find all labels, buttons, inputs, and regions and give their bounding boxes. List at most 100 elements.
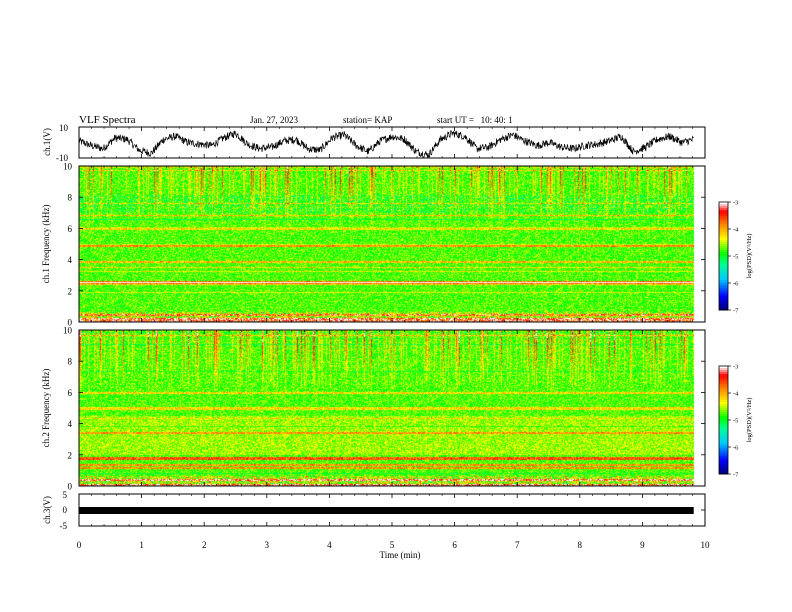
ch1-colorbar: -3 -4 -5 -6 -7 log(PSD)(V²/Hz) bbox=[718, 200, 753, 315]
time-tick-label: 4 bbox=[327, 540, 332, 550]
colorbar-swatch bbox=[719, 450, 728, 453]
colorbar-swatch bbox=[719, 376, 728, 379]
colorbar-swatch bbox=[719, 426, 728, 429]
ch1-colorbar-label: log(PSD)(V²/Hz) bbox=[746, 234, 753, 279]
colorbar-swatch bbox=[719, 282, 728, 285]
colorbar-swatch bbox=[719, 472, 728, 475]
colorbar-swatch bbox=[719, 394, 728, 397]
ch2-colorbar-label: log(PSD)(V²/Hz) bbox=[746, 398, 753, 443]
colorbar-swatch bbox=[719, 244, 728, 247]
colorbar-swatch bbox=[719, 400, 728, 403]
colorbar-swatch bbox=[719, 396, 728, 399]
colorbar-swatch bbox=[719, 224, 728, 227]
colorbar-swatch bbox=[719, 204, 728, 207]
colorbar-swatch bbox=[719, 250, 728, 253]
colorbar-swatch bbox=[719, 368, 728, 371]
colorbar-swatch bbox=[719, 256, 728, 259]
ch3-ylabel: ch.3(V) bbox=[42, 496, 52, 524]
colorbar-swatch bbox=[719, 248, 728, 251]
colorbar-swatch bbox=[719, 290, 728, 293]
colorbar-swatch bbox=[719, 284, 728, 287]
colorbar-swatch bbox=[719, 448, 728, 451]
colorbar-swatch bbox=[719, 456, 728, 459]
ch2-colorbar-gradient bbox=[719, 366, 728, 475]
frequency-tick-label: 10 bbox=[63, 162, 73, 172]
colorbar-swatch bbox=[719, 238, 728, 241]
ch2-ylabel-channel: ch.2 Frequency (kHz) bbox=[41, 369, 51, 448]
frequency-tick-label: 6 bbox=[68, 388, 73, 398]
ch1-spectrogram-ticks bbox=[78, 165, 706, 323]
colorbar-swatch bbox=[719, 302, 728, 305]
colorbar-swatch bbox=[719, 432, 728, 435]
ch3-ytick-bottom: -5 bbox=[60, 521, 68, 531]
colorbar-swatch bbox=[719, 286, 728, 289]
ch3-ytick-mid: 0 bbox=[63, 505, 68, 515]
colorbar-tick-label: -7 bbox=[733, 472, 739, 479]
colorbar-swatch bbox=[719, 208, 728, 211]
colorbar-swatch bbox=[719, 304, 728, 307]
colorbar-swatch bbox=[719, 386, 728, 389]
colorbar-swatch bbox=[719, 436, 728, 439]
ch3-ytick-top: 5 bbox=[63, 490, 68, 500]
colorbar-swatch bbox=[719, 414, 728, 417]
colorbar-tick-label: -4 bbox=[733, 391, 739, 398]
ch1-ytick-bottom: -10 bbox=[56, 153, 68, 163]
colorbar-swatch bbox=[719, 268, 728, 271]
frequency-tick-label: 2 bbox=[68, 450, 73, 460]
colorbar-swatch bbox=[719, 410, 728, 413]
ch1-spectrogram-panel: 0 2 4 6 8 10 ch.1 Frequency (kHz) bbox=[41, 162, 706, 328]
ch1-spectrogram-image bbox=[79, 166, 705, 322]
ch1-colorbar-gradient bbox=[719, 202, 728, 311]
frequency-tick-label: 6 bbox=[68, 224, 73, 234]
frequency-tick-label: 8 bbox=[68, 357, 73, 367]
time-tick-label: 10 bbox=[701, 540, 711, 550]
colorbar-swatch bbox=[719, 458, 728, 461]
frequency-tick-label: 4 bbox=[68, 419, 73, 429]
ch1-waveform-trace bbox=[78, 129, 694, 159]
colorbar-swatch bbox=[719, 378, 728, 381]
colorbar-swatch bbox=[719, 218, 728, 221]
colorbar-tick-label: -3 bbox=[733, 364, 738, 371]
colorbar-swatch bbox=[719, 454, 728, 457]
colorbar-swatch bbox=[719, 258, 728, 261]
colorbar-swatch bbox=[719, 262, 728, 265]
colorbar-swatch bbox=[719, 266, 728, 269]
colorbar-swatch bbox=[719, 466, 728, 469]
colorbar-swatch bbox=[719, 288, 728, 291]
ch2-spectrogram-ticks bbox=[78, 329, 706, 487]
colorbar-swatch bbox=[719, 264, 728, 267]
colorbar-swatch bbox=[719, 406, 728, 409]
colorbar-swatch bbox=[719, 428, 728, 431]
colorbar-tick-label: -3 bbox=[733, 200, 738, 207]
colorbar-swatch bbox=[719, 438, 728, 441]
colorbar-swatch bbox=[719, 464, 728, 467]
frequency-tick-label: 8 bbox=[68, 193, 73, 203]
colorbar-swatch bbox=[719, 296, 728, 299]
time-tick-label: 8 bbox=[578, 540, 583, 550]
colorbar-swatch bbox=[719, 222, 728, 225]
colorbar-swatch bbox=[719, 370, 728, 373]
colorbar-swatch bbox=[719, 388, 728, 391]
colorbar-swatch bbox=[719, 460, 728, 463]
ch3-waveform-ticks bbox=[78, 493, 706, 527]
ch2-spectrogram-ylabel: ch.2 Frequency (kHz) bbox=[41, 369, 51, 448]
colorbar-swatch bbox=[719, 300, 728, 303]
colorbar-swatch bbox=[719, 292, 728, 295]
colorbar-swatch bbox=[719, 412, 728, 415]
ch2-spectrogram-panel: 0 2 4 6 8 10 ch.2 Frequency (kHz) bbox=[41, 326, 706, 492]
figure-title: VLF Spectra bbox=[79, 114, 136, 126]
colorbar-swatch bbox=[719, 444, 728, 447]
colorbar-swatch bbox=[719, 446, 728, 449]
ch1-ylabel: ch.1(V) bbox=[42, 128, 52, 156]
colorbar-swatch bbox=[719, 380, 728, 383]
colorbar-swatch bbox=[719, 240, 728, 243]
time-tick-label: 5 bbox=[390, 540, 395, 550]
colorbar-swatch bbox=[719, 234, 728, 237]
colorbar-swatch bbox=[719, 398, 728, 401]
ch2-colorbar: -3 -4 -5 -6 -7 log(PSD)(V²/Hz) bbox=[718, 364, 753, 479]
colorbar-swatch bbox=[719, 452, 728, 455]
time-tick-label: 1 bbox=[139, 540, 144, 550]
figure-start-time: start UT = 10: 40: 1 bbox=[437, 115, 513, 125]
colorbar-swatch bbox=[719, 434, 728, 437]
colorbar-swatch bbox=[719, 418, 728, 421]
